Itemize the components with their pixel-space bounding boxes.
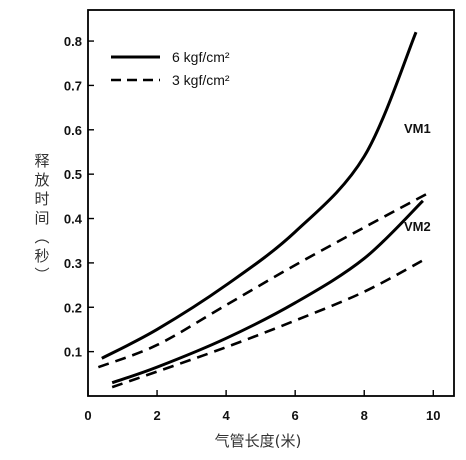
x-tick-label: 2: [153, 408, 160, 423]
x-tick-label: 10: [426, 408, 440, 423]
series-layer: [97, 31, 427, 389]
y-tick-label: 0.3: [64, 256, 82, 271]
series-line-vm2-3kgf: [111, 257, 427, 389]
x-tick-label: 6: [292, 408, 299, 423]
y-tick-label: 0.4: [64, 212, 83, 227]
x-tick-label: 4: [222, 408, 230, 423]
x-tick-label: 0: [84, 408, 91, 423]
ticks-layer: 0 2 4 6 8 10 0.1 0.2 0.3 0.4 0.5 0.6 0.7 0.8: [64, 34, 441, 423]
y-tick-label: 0.1: [64, 345, 82, 360]
y-tick-label: 0.2: [64, 300, 82, 315]
y-axis-title: 释放时间︵秒︶: [34, 152, 49, 284]
x-tick-label: 8: [361, 408, 368, 423]
y-tick-label: 0.8: [64, 34, 82, 49]
annotation-vm2: VM2: [404, 219, 431, 234]
series-line-vm1-6kgf: [101, 31, 418, 360]
legend-label-6kgf: 6 kgf/cm²: [172, 49, 230, 65]
series-line-vm1-3kgf: [97, 192, 427, 369]
y-tick-label: 0.6: [64, 123, 82, 138]
series-line-vm2-6kgf: [111, 199, 424, 385]
y-tick-label: 0.5: [64, 167, 82, 182]
legend: 6 kgf/cm² 3 kgf/cm²: [111, 49, 230, 88]
y-tick-label: 0.7: [64, 78, 82, 93]
annotation-vm1: VM1: [404, 121, 431, 136]
plot-frame: [87, 9, 455, 397]
legend-label-3kgf: 3 kgf/cm²: [172, 72, 230, 88]
x-axis-title: 气管长度(米): [215, 432, 302, 450]
